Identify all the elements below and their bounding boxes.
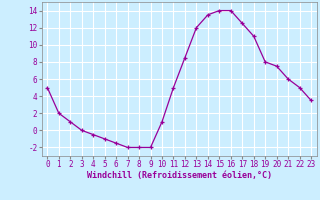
X-axis label: Windchill (Refroidissement éolien,°C): Windchill (Refroidissement éolien,°C) bbox=[87, 171, 272, 180]
